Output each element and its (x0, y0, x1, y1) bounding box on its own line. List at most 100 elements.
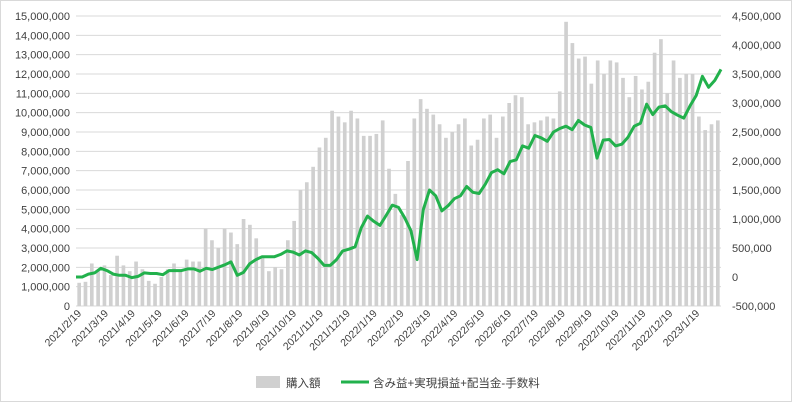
bar (153, 283, 157, 306)
left-tick-label: 12,000,000 (15, 69, 70, 81)
left-axis: 0 1,000,000 2,000,000 3,000,000 4,000,000 5,0… (15, 11, 70, 313)
bar (140, 269, 145, 306)
bar (703, 130, 708, 306)
bar (146, 280, 151, 306)
right-tick-label: 4,500,000 (732, 11, 781, 23)
bar (557, 91, 562, 307)
line-series (76, 68, 723, 280)
bar (665, 93, 670, 306)
bar (89, 263, 94, 306)
bar (589, 83, 594, 307)
right-tick-label: 1,000,000 (732, 214, 781, 226)
bar (709, 124, 714, 307)
bar (418, 99, 423, 306)
bar (210, 240, 214, 306)
bar (336, 116, 341, 307)
bar (488, 114, 493, 306)
bar (469, 145, 474, 306)
bar (134, 261, 138, 306)
bar (425, 108, 429, 306)
left-tick-label: 3,000,000 (21, 243, 70, 255)
bar (652, 52, 657, 306)
right-tick-label: 3,000,000 (732, 98, 781, 110)
bar (197, 261, 202, 306)
bar (538, 120, 543, 307)
bar (526, 124, 530, 307)
bar (108, 275, 113, 306)
bar (279, 269, 284, 306)
right-tick-label: 2,000,000 (732, 156, 781, 168)
right-tick-label: -500,000 (732, 301, 775, 313)
left-tick-label: 13,000,000 (15, 50, 70, 62)
bar (437, 124, 442, 307)
bar (602, 74, 606, 306)
line-path (76, 68, 723, 280)
bar (475, 139, 480, 306)
bar (406, 161, 410, 306)
bar (627, 97, 632, 306)
left-tick-label: 6,000,000 (21, 185, 70, 197)
legend-label-line: 含み益+実現損益+配当金-手数料 (373, 376, 540, 390)
bar (260, 255, 265, 306)
bar (317, 147, 322, 306)
bar (286, 240, 290, 306)
bar (254, 238, 259, 306)
left-tick-label: 10,000,000 (15, 108, 70, 120)
bar (83, 281, 88, 306)
bar (159, 277, 164, 306)
bar (311, 166, 315, 306)
bar (519, 97, 524, 306)
bar (545, 116, 549, 307)
right-tick-label: 3,500,000 (732, 69, 781, 81)
bar (184, 259, 189, 306)
bar (323, 137, 328, 306)
bar (463, 118, 467, 306)
left-tick-label: 14,000,000 (15, 30, 70, 42)
bar (121, 265, 126, 306)
left-tick-label: 0 (64, 301, 70, 313)
bar (273, 267, 278, 306)
bar (241, 219, 246, 306)
bar (684, 74, 689, 306)
bar (570, 43, 575, 307)
legend-label-bar: 購入額 (286, 376, 321, 390)
x-axis: 2021/2/192021/3/192021/4/192021/5/192021… (43, 308, 703, 354)
bar (298, 190, 303, 306)
bar (551, 118, 556, 306)
left-tick-label: 2,000,000 (21, 262, 70, 274)
bar (115, 255, 119, 306)
bar (374, 133, 379, 306)
bar (494, 137, 499, 306)
bar (595, 60, 600, 306)
bar (292, 220, 296, 306)
left-tick-label: 15,000,000 (15, 11, 70, 23)
bar (671, 60, 676, 306)
bar (646, 81, 651, 306)
bar (393, 193, 398, 306)
bar (399, 215, 404, 306)
right-tick-label: 4,000,000 (732, 40, 781, 52)
bar (678, 77, 682, 306)
bar (342, 122, 347, 306)
bar (368, 135, 372, 306)
bar (267, 271, 271, 306)
bar (532, 122, 537, 306)
bar (349, 110, 353, 306)
bar (444, 137, 448, 306)
bar (450, 132, 455, 306)
right-axis: -500,000 0 500,000 1,000,000 1,500,000 2,000,… (732, 11, 781, 313)
left-tick-label: 11,000,000 (16, 88, 70, 100)
bar (697, 116, 701, 307)
right-tick-label: 1,500,000 (732, 185, 781, 197)
bar (330, 110, 334, 306)
bar (659, 39, 663, 306)
left-tick-label: 7,000,000 (21, 166, 70, 178)
bar (412, 118, 417, 306)
bar (102, 265, 107, 306)
bar (178, 269, 183, 306)
bar (380, 120, 385, 307)
bar (96, 271, 100, 306)
bar (304, 182, 309, 306)
bar (690, 74, 695, 306)
